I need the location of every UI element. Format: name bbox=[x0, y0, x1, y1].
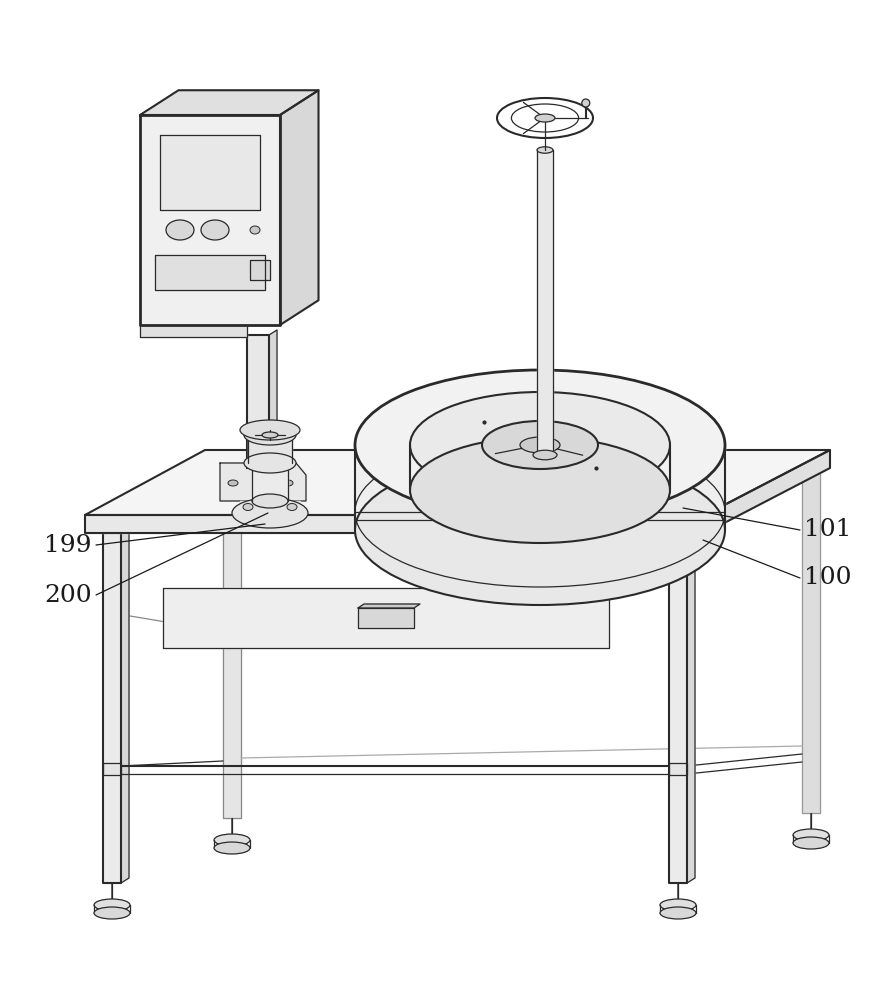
Ellipse shape bbox=[228, 480, 238, 486]
Polygon shape bbox=[687, 528, 695, 883]
Text: 101: 101 bbox=[804, 518, 851, 542]
Ellipse shape bbox=[355, 370, 725, 520]
Ellipse shape bbox=[410, 392, 670, 498]
Ellipse shape bbox=[166, 220, 194, 240]
Text: 199: 199 bbox=[44, 534, 92, 556]
Ellipse shape bbox=[533, 450, 557, 460]
Polygon shape bbox=[358, 604, 420, 608]
Ellipse shape bbox=[355, 455, 725, 605]
Polygon shape bbox=[163, 588, 609, 648]
Ellipse shape bbox=[535, 114, 555, 122]
Polygon shape bbox=[103, 763, 121, 775]
Ellipse shape bbox=[244, 453, 296, 473]
Polygon shape bbox=[140, 115, 280, 325]
Polygon shape bbox=[140, 325, 247, 337]
Polygon shape bbox=[669, 533, 687, 883]
Ellipse shape bbox=[793, 837, 829, 849]
Ellipse shape bbox=[250, 226, 260, 234]
Polygon shape bbox=[280, 90, 318, 325]
Ellipse shape bbox=[537, 147, 553, 153]
Polygon shape bbox=[252, 463, 288, 501]
Polygon shape bbox=[802, 463, 820, 813]
Polygon shape bbox=[160, 135, 260, 210]
Polygon shape bbox=[85, 515, 705, 533]
Ellipse shape bbox=[94, 907, 130, 919]
Ellipse shape bbox=[793, 829, 829, 841]
Polygon shape bbox=[247, 335, 269, 468]
Polygon shape bbox=[121, 528, 129, 883]
Polygon shape bbox=[705, 450, 830, 533]
Polygon shape bbox=[537, 150, 553, 455]
Polygon shape bbox=[269, 330, 277, 468]
Ellipse shape bbox=[287, 504, 297, 510]
Polygon shape bbox=[250, 260, 270, 280]
Ellipse shape bbox=[244, 425, 296, 445]
Ellipse shape bbox=[201, 220, 229, 240]
Polygon shape bbox=[669, 763, 687, 775]
Polygon shape bbox=[85, 450, 830, 515]
Polygon shape bbox=[103, 533, 121, 883]
Polygon shape bbox=[223, 468, 241, 818]
Ellipse shape bbox=[214, 834, 250, 846]
Ellipse shape bbox=[252, 494, 288, 508]
Ellipse shape bbox=[232, 498, 308, 528]
Polygon shape bbox=[248, 435, 292, 463]
Polygon shape bbox=[240, 501, 300, 513]
Text: 100: 100 bbox=[804, 566, 852, 589]
Ellipse shape bbox=[410, 437, 670, 543]
Ellipse shape bbox=[243, 504, 253, 510]
Polygon shape bbox=[140, 90, 318, 115]
Ellipse shape bbox=[240, 420, 300, 440]
Ellipse shape bbox=[520, 437, 560, 453]
Text: 200: 200 bbox=[44, 584, 92, 606]
Ellipse shape bbox=[283, 480, 293, 486]
Ellipse shape bbox=[252, 456, 288, 470]
Polygon shape bbox=[355, 445, 725, 530]
Ellipse shape bbox=[660, 907, 696, 919]
Polygon shape bbox=[220, 463, 306, 501]
Ellipse shape bbox=[660, 899, 696, 911]
Ellipse shape bbox=[482, 421, 598, 469]
Ellipse shape bbox=[582, 99, 590, 107]
Ellipse shape bbox=[214, 842, 250, 854]
Ellipse shape bbox=[94, 899, 130, 911]
Ellipse shape bbox=[262, 432, 278, 438]
Polygon shape bbox=[155, 255, 265, 290]
Polygon shape bbox=[358, 608, 414, 628]
